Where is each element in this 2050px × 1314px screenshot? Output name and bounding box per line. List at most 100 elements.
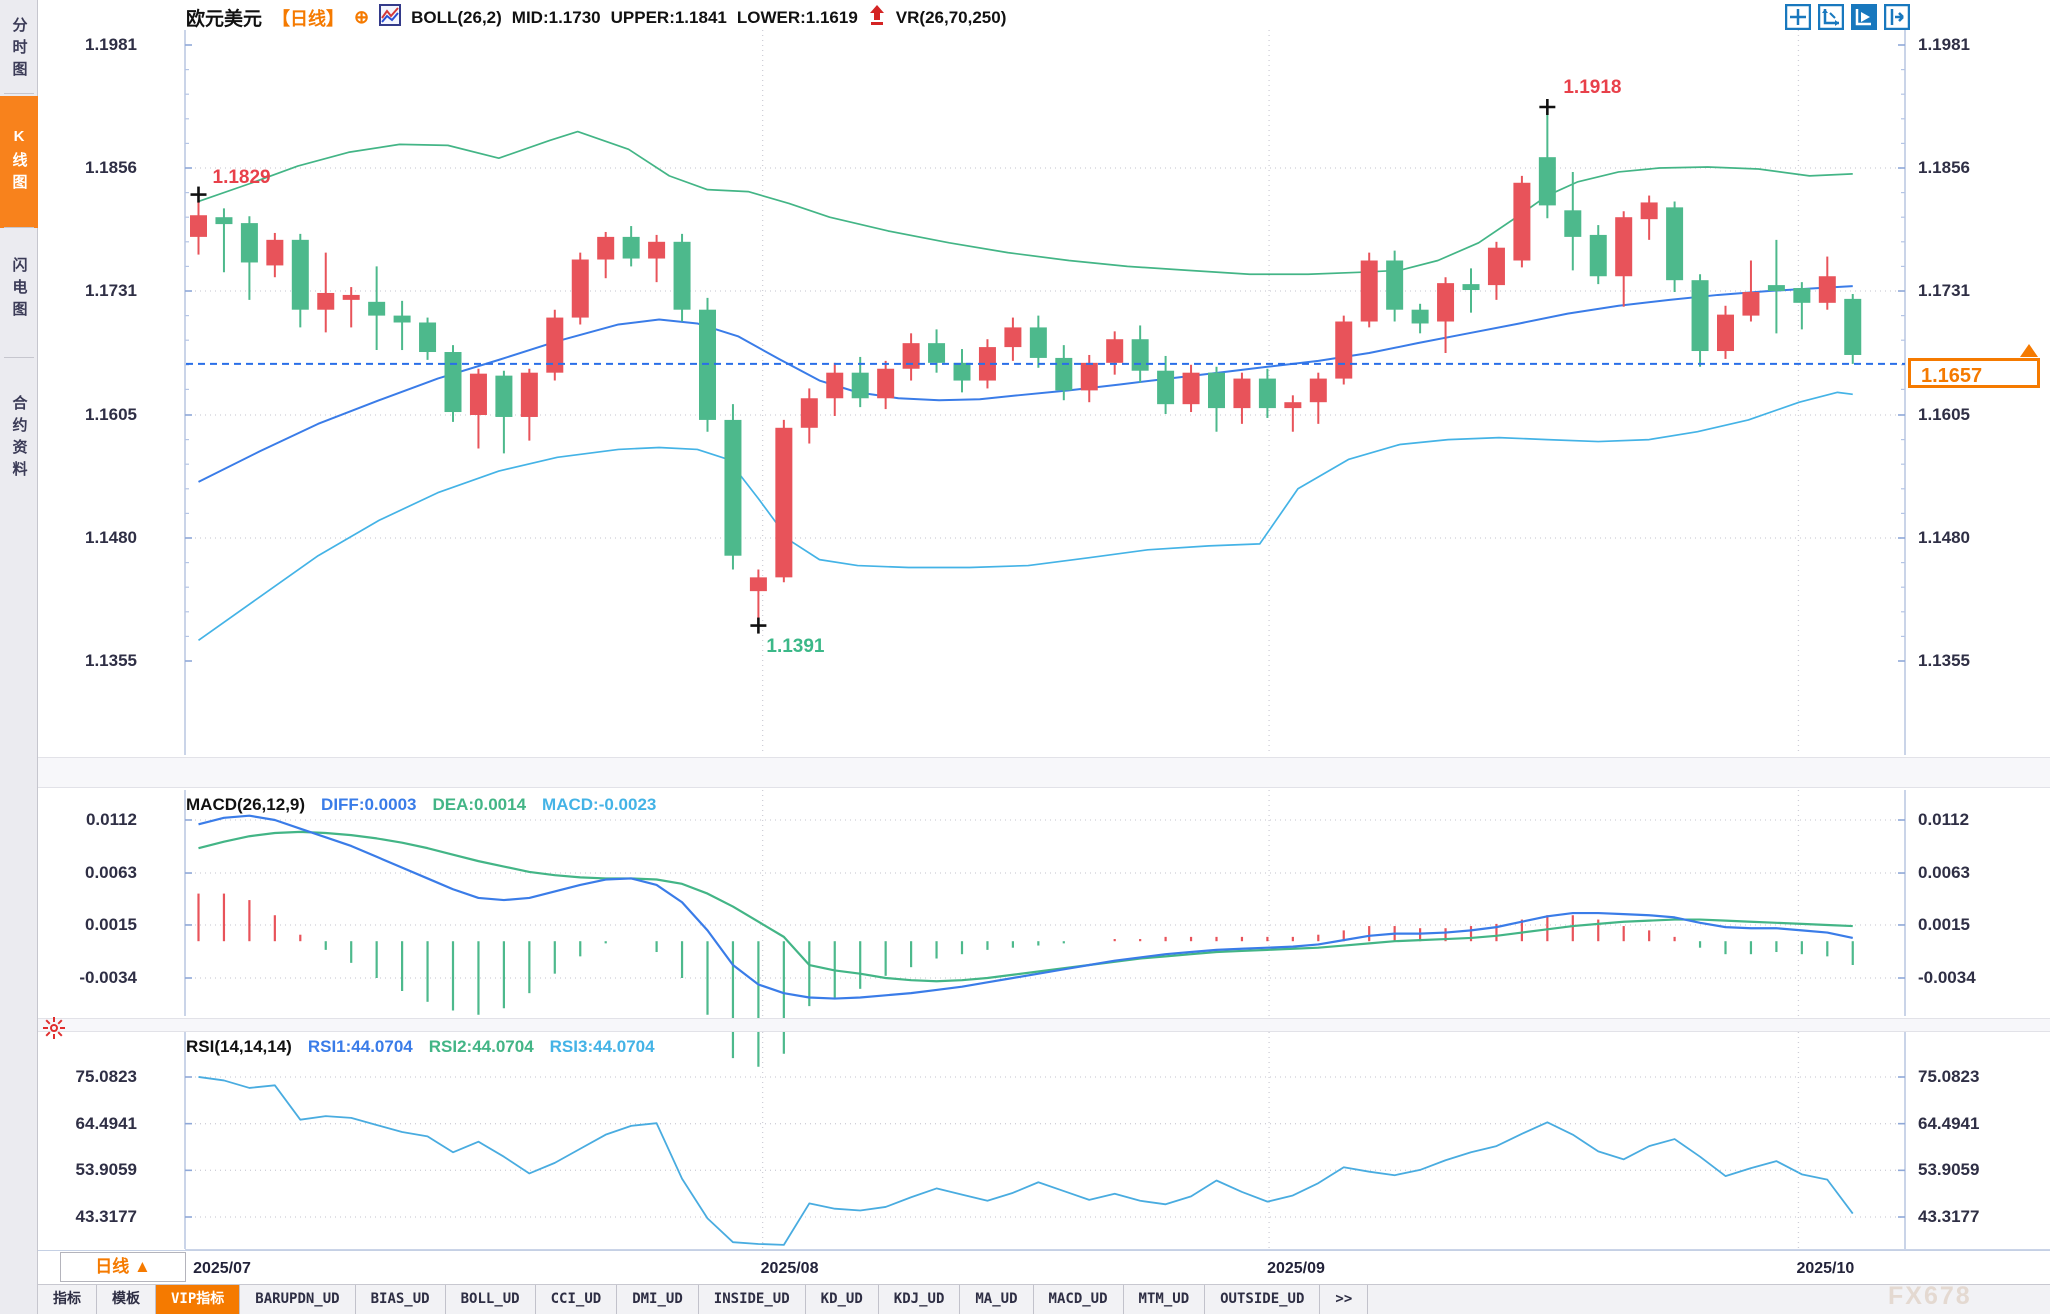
y-axis-label: -0.0034 [79,968,137,987]
boll-label[interactable]: BOLL(26,2) [411,7,502,27]
sidebar-divider [4,357,34,358]
x-axis-label: 2025/09 [1267,1260,1325,1277]
timeframe-selector[interactable]: 日线 ▲ [60,1252,186,1282]
x-axis-label: 2025/10 [1796,1260,1855,1277]
y-axis-label: 1.1355 [85,651,137,670]
rsi1-value: RSI1:44.0704 [307,1037,413,1056]
x-axis-strip [38,1250,2050,1284]
chart-header: 欧元美元 【日线】 ⊕ BOLL(26,2) MID:1.1730 UPPER:… [186,4,1006,31]
chart-type-icon [379,4,402,31]
sidebar: 分时图 K线图闪电图合约资料 [0,0,38,1314]
tab-bias_ud[interactable]: BIAS_UD [356,1285,446,1314]
tab-macd_ud[interactable]: MACD_UD [1034,1285,1124,1314]
candlesticks [190,106,1862,626]
sidebar-item-4[interactable]: 合约资料 [10,395,28,483]
indicator-settings-icon[interactable] [42,1016,66,1045]
y-axis-label: 0.0015 [85,914,137,934]
y-axis-label: 53.9059 [75,1160,137,1180]
y-axis-label: 0.0015 [1918,914,1970,934]
current-price-tag: 1.1657 [1908,358,2040,388]
x-axis-label: 2025/08 [760,1260,819,1277]
y-axis-label: 1.1731 [85,281,137,300]
timeframe-label: 日线 [95,1257,130,1276]
y-axis-label: 43.3177 [75,1207,137,1226]
rsi-header: RSI(14,14,14) RSI1:44.0704 RSI2:44.0704 … [186,1037,655,1057]
y-axis-label: 53.9059 [1918,1160,1980,1180]
y-axis-label: 1.1981 [85,35,137,54]
price-annotation: 1.1829 [212,166,271,188]
watermark: FX678 [1888,1282,1972,1310]
price-markers [190,98,1556,634]
tab-指标[interactable]: 指标 [38,1285,97,1314]
y-axis-label: 64.4941 [1918,1113,1980,1133]
y-axis-label: 0.0063 [85,863,137,883]
symbol-title: 欧元美元 [186,9,263,30]
boll-mid-value: MID:1.1730 [511,7,601,27]
y-axis-label: 0.0112 [1918,810,1970,829]
y-axis-label: 1.1355 [1918,651,1970,670]
tab-boll_ud[interactable]: BOLL_UD [446,1285,536,1314]
macd-label[interactable]: MACD(26,12,9) [186,795,306,814]
y-axis-label: 0.0112 [85,810,137,829]
tab-kdj_ud[interactable]: KDJ_UD [879,1285,961,1314]
red-arrow-icon [868,4,886,31]
sidebar-item-1[interactable]: 分时图 [10,17,28,83]
tab->>[interactable]: >> [1320,1285,1369,1314]
y-axis-label: 75.0823 [75,1067,137,1086]
y-axis-label: 1.1981 [1918,35,1970,54]
crosshair-icon[interactable] [1784,3,1812,31]
timeframe-arrow-icon: ▲ [133,1257,151,1276]
play-scale-icon[interactable] [1851,4,1877,30]
y-axis-label: 1.1605 [1918,404,1970,424]
rsi3-value: RSI3:44.0704 [549,1037,655,1056]
macd-header: MACD(26,12,9) DIFF:0.0003 DEA:0.0014 MAC… [186,795,656,815]
pane-separator-1[interactable] [38,757,2050,788]
macd-hist-value: MACD:-0.0023 [542,795,657,814]
y-axis-label: -0.0034 [1918,968,1976,987]
y-axis-label: 64.4941 [75,1113,137,1133]
bollinger-bands [198,130,1853,642]
y-axis-label: 0.0063 [1918,863,1970,883]
tab-模板[interactable]: 模板 [97,1285,156,1314]
y-axis-label: 1.1731 [1918,281,1970,300]
tab-dmi_ud[interactable]: DMI_UD [617,1285,699,1314]
sidebar-divider [4,227,34,228]
macd-plot [197,814,1854,1067]
y-axis-label: 75.0823 [1918,1067,1980,1086]
axis-scale-icon[interactable] [1817,3,1845,31]
chart-toolbar [1784,3,1911,31]
rsi-plot [198,1076,1854,1246]
tab-kd_ud[interactable]: KD_UD [806,1285,879,1314]
tab-mtm_ud[interactable]: MTM_UD [1124,1285,1206,1314]
price-annotation: 1.1918 [1563,76,1622,98]
tab-inside_ud[interactable]: INSIDE_UD [699,1285,806,1314]
y-axis-label: 43.3177 [1918,1207,1980,1226]
add-indicator-icon[interactable]: ⊕ [354,7,370,27]
tab-cci_ud[interactable]: CCI_UD [536,1285,618,1314]
sidebar-item-3[interactable]: 闪电图 [10,257,28,323]
sidebar-divider [4,93,34,94]
x-axis-label: 2025/07 [193,1260,251,1277]
pane-separator-2[interactable] [38,1018,2050,1032]
rsi2-value: RSI2:44.0704 [428,1037,534,1056]
indicator-tabbar: 指标 模板 VIP指标 BARUPDN_UD BIAS_UD BOLL_UD CCI_UD D… [38,1284,2050,1314]
macd-diff-value: DIFF:0.0003 [321,795,417,814]
price-annotation: 1.1391 [766,635,825,657]
y-axis-label: 1.1856 [85,158,137,177]
y-axis-label: 1.1480 [85,527,137,547]
y-axis-label: 1.1605 [85,404,137,424]
axis-frame [184,30,2050,1251]
tab-outside_ud[interactable]: OUTSIDE_UD [1205,1285,1321,1314]
vr-label[interactable]: VR(26,70,250) [895,7,1007,27]
y-axis-label: 1.1856 [1918,158,1970,177]
price-arrow-icon [2020,344,2038,357]
tab-vip指标[interactable]: VIP指标 [156,1285,241,1314]
tab-ma_ud[interactable]: MA_UD [960,1285,1034,1314]
pan-right-icon[interactable] [1883,3,1911,31]
rsi-label[interactable]: RSI(14,14,14) [186,1037,292,1056]
boll-lower-value: LOWER:1.1619 [736,7,858,27]
sidebar-item-2[interactable]: K线图 [0,96,38,228]
tab-barupdn_ud[interactable]: BARUPDN_UD [240,1285,356,1314]
